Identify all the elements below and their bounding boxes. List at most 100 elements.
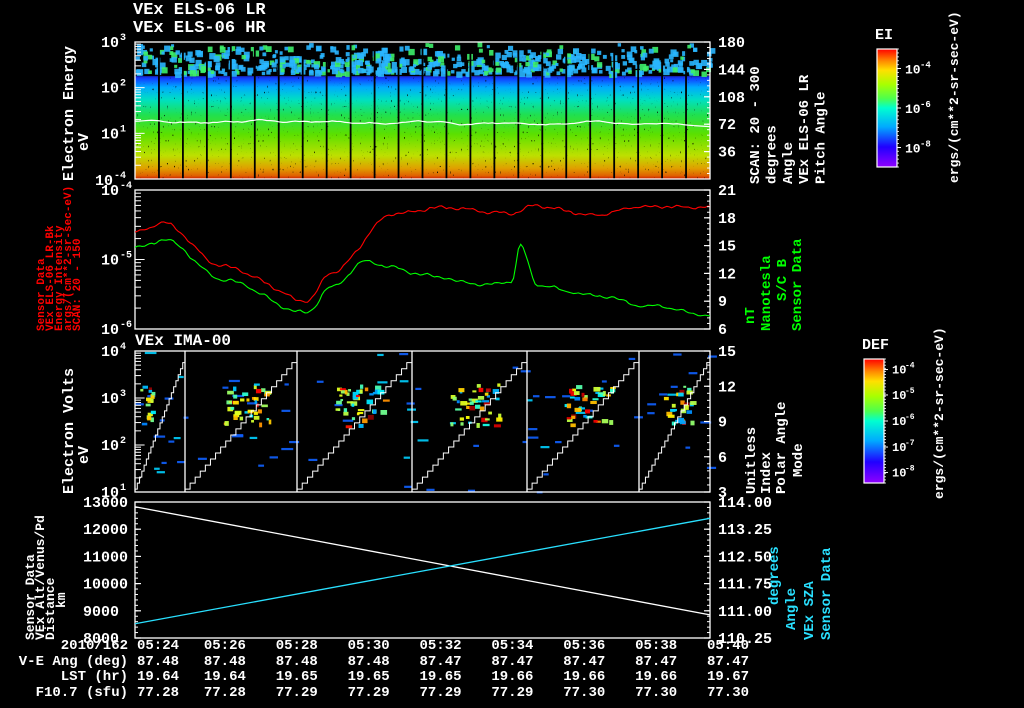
svg-text:111.75: 111.75: [718, 577, 772, 594]
svg-text:Sensor Data: Sensor Data: [819, 547, 835, 640]
svg-text:9: 9: [718, 415, 727, 432]
svg-text:10: 10: [101, 81, 119, 98]
svg-text:-4: -4: [920, 60, 931, 70]
svg-text:ergs/(cm**2-sr-sec-eV): ergs/(cm**2-sr-sec-eV): [947, 11, 962, 183]
svg-text:77.28: 77.28: [204, 685, 246, 701]
svg-text:Electron Energy: Electron Energy: [61, 46, 78, 181]
svg-text:19.67: 19.67: [707, 669, 749, 685]
svg-text:13000: 13000: [83, 495, 128, 512]
svg-text:18: 18: [718, 211, 736, 228]
svg-text:-5: -5: [120, 251, 132, 262]
svg-text:3: 3: [120, 389, 126, 400]
svg-text:-4: -4: [905, 362, 915, 371]
svg-text:12000: 12000: [83, 522, 128, 539]
svg-text:12: 12: [718, 379, 736, 396]
svg-text:72: 72: [718, 117, 736, 134]
svg-text:77.29: 77.29: [276, 685, 318, 701]
svg-text:DEF: DEF: [862, 337, 889, 354]
svg-text:19.65: 19.65: [419, 669, 461, 685]
svg-text:87.47: 87.47: [419, 654, 461, 670]
svg-text:Sensor Data: Sensor Data: [790, 238, 806, 331]
svg-text:15: 15: [718, 239, 736, 256]
svg-text:05:40: 05:40: [707, 638, 749, 654]
svg-text:-8: -8: [905, 464, 915, 473]
svg-text:77.28: 77.28: [137, 685, 179, 701]
svg-text:EI: EI: [875, 27, 893, 44]
svg-text:1: 1: [120, 124, 126, 135]
svg-text:km: km: [54, 592, 69, 608]
svg-text:-5: -5: [905, 387, 915, 396]
svg-text:87.47: 87.47: [563, 654, 605, 670]
svg-text:VEx SZA: VEx SZA: [802, 581, 818, 640]
svg-text:19.66: 19.66: [491, 669, 533, 685]
svg-text:Angle: Angle: [781, 142, 797, 184]
svg-text:Mode: Mode: [791, 443, 807, 477]
svg-text:Pitch Angle: Pitch Angle: [814, 92, 830, 184]
svg-text:-6: -6: [905, 413, 915, 422]
svg-text:112.50: 112.50: [718, 549, 772, 566]
svg-text:111.00: 111.00: [718, 604, 772, 621]
svg-text:19.64: 19.64: [137, 669, 179, 685]
svg-text:05:24: 05:24: [137, 638, 179, 654]
svg-text:2: 2: [120, 79, 126, 90]
svg-text:10: 10: [905, 62, 921, 77]
svg-text:10: 10: [101, 322, 119, 339]
svg-text:10: 10: [101, 253, 119, 270]
svg-text:10000: 10000: [83, 577, 128, 594]
svg-text:05:26: 05:26: [204, 638, 246, 654]
svg-text:2010/162: 2010/162: [61, 638, 128, 654]
svg-text:10: 10: [101, 183, 119, 200]
svg-text:1: 1: [120, 483, 126, 494]
svg-text:19.66: 19.66: [563, 669, 605, 685]
svg-text:05:38: 05:38: [635, 638, 677, 654]
svg-text:77.30: 77.30: [563, 685, 605, 701]
svg-text:87.48: 87.48: [276, 654, 318, 670]
svg-text:S/C B: S/C B: [775, 258, 791, 301]
svg-text:10: 10: [101, 35, 119, 52]
svg-text:VEx IMA-00: VEx IMA-00: [135, 332, 231, 350]
svg-text:eV: eV: [76, 446, 93, 464]
svg-text:87.47: 87.47: [707, 654, 749, 670]
svg-text:05:36: 05:36: [563, 638, 605, 654]
svg-text:-6: -6: [120, 320, 132, 331]
svg-text:87.47: 87.47: [491, 654, 533, 670]
svg-text:77.30: 77.30: [635, 685, 677, 701]
svg-text:108: 108: [718, 90, 745, 107]
svg-text:77.29: 77.29: [491, 685, 533, 701]
svg-text:eV: eV: [76, 133, 93, 151]
svg-text:Index: Index: [759, 451, 775, 494]
svg-text:V-E Ang (deg): V-E Ang (deg): [19, 654, 128, 670]
svg-text:9000: 9000: [83, 604, 119, 621]
svg-text:87.48: 87.48: [204, 654, 246, 670]
svg-text:Polar Angle: Polar Angle: [774, 402, 790, 494]
svg-text:LST (hr): LST (hr): [61, 669, 128, 685]
svg-text:degrees: degrees: [764, 125, 780, 184]
svg-text:05:34: 05:34: [491, 638, 533, 654]
svg-text:19.66: 19.66: [635, 669, 677, 685]
svg-text:6: 6: [718, 322, 727, 339]
svg-text:6: 6: [718, 450, 727, 467]
svg-text:degrees: degrees: [767, 546, 783, 605]
svg-text:10: 10: [905, 142, 921, 157]
svg-text:ergs/(cm**2-sr-sec-eV): ergs/(cm**2-sr-sec-eV): [932, 327, 947, 499]
svg-text:10: 10: [101, 126, 119, 143]
svg-text:-4: -4: [120, 181, 132, 192]
svg-text:VEx ELS-06 LR: VEx ELS-06 LR: [797, 74, 813, 184]
svg-text:-8: -8: [920, 140, 931, 150]
svg-text:Electron Volts: Electron Volts: [61, 368, 78, 494]
svg-text:15: 15: [718, 344, 736, 361]
svg-text:12: 12: [718, 266, 736, 283]
svg-text:3: 3: [120, 33, 126, 44]
svg-text:05:30: 05:30: [348, 638, 390, 654]
svg-text:19.65: 19.65: [348, 669, 390, 685]
svg-text:Angle: Angle: [784, 588, 800, 630]
svg-text:-6: -6: [920, 100, 931, 110]
svg-text:05:32: 05:32: [419, 638, 461, 654]
svg-text:77.29: 77.29: [419, 685, 461, 701]
svg-text:2: 2: [120, 436, 126, 447]
svg-text:SCAN: 20 - 300: SCAN: 20 - 300: [748, 66, 764, 184]
svg-text:F10.7 (sfu): F10.7 (sfu): [36, 685, 128, 701]
svg-text:87.48: 87.48: [137, 654, 179, 670]
svg-text:11000: 11000: [83, 549, 128, 566]
svg-text:113.25: 113.25: [718, 522, 772, 539]
